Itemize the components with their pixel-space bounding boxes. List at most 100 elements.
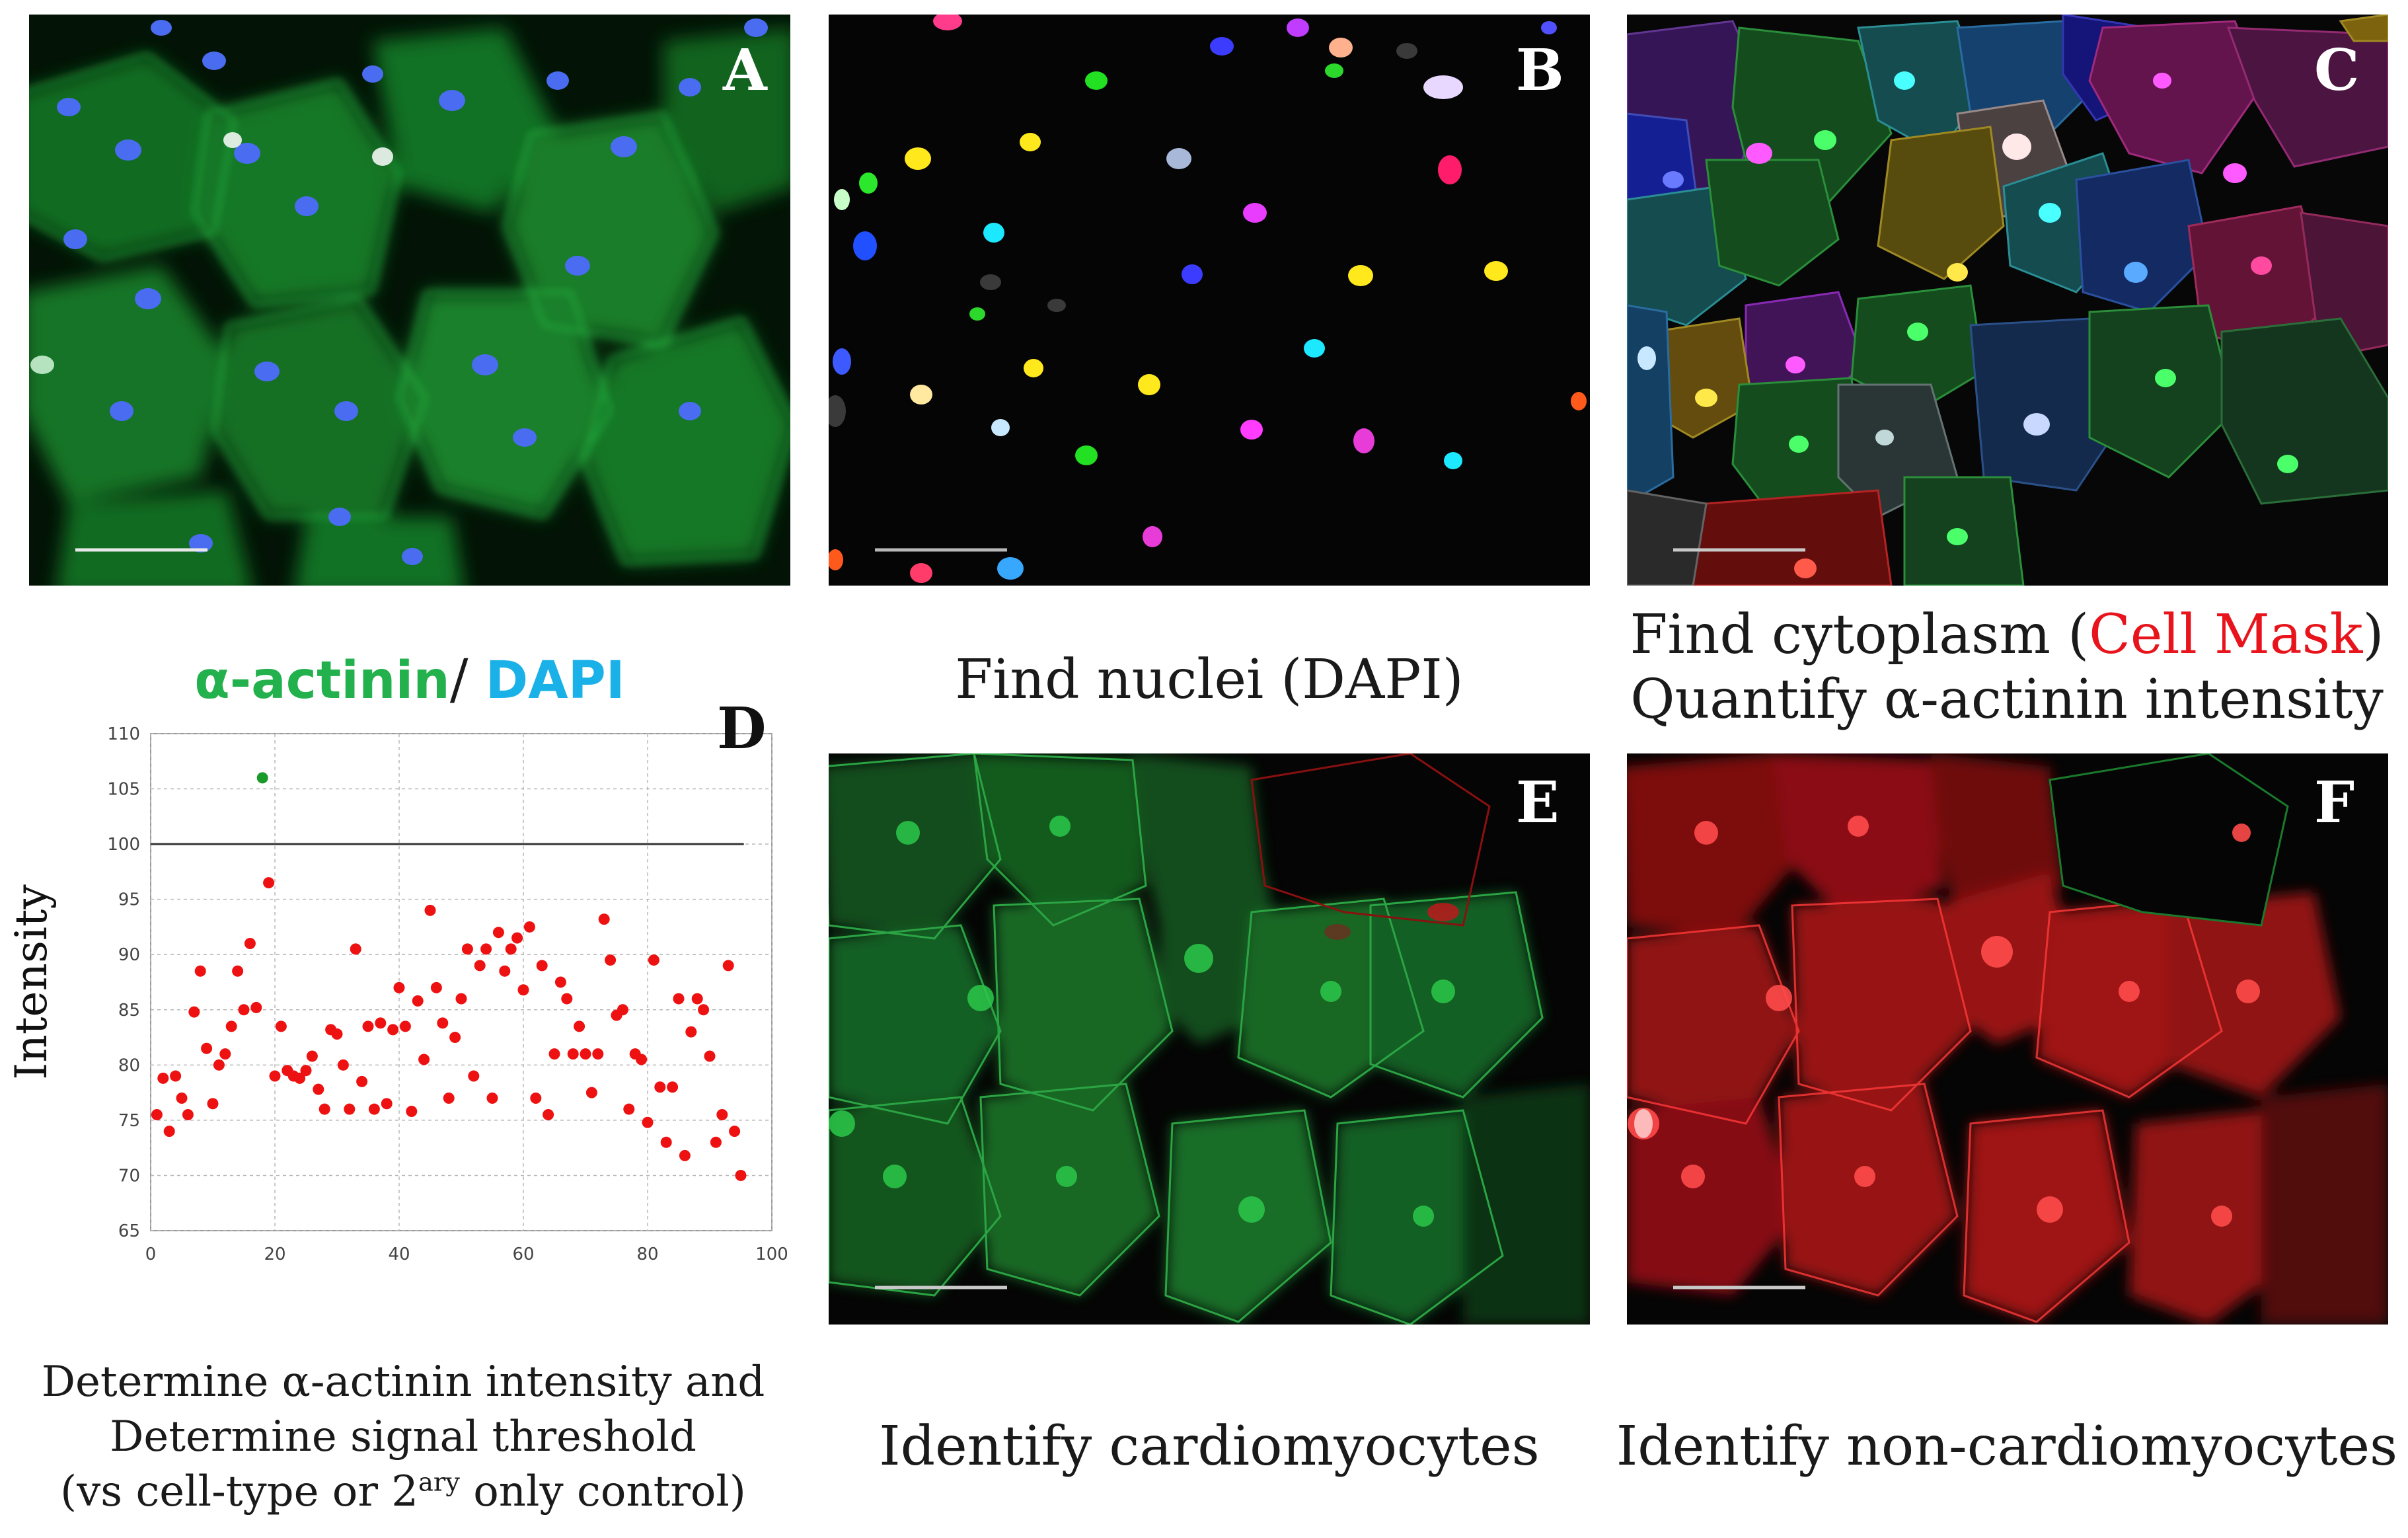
intensity-scatter-chart: 0 20 40 60 80 100 65 70 75 80 85 90 95 100 105 110 Inten… — [6, 724, 788, 1264]
data-point — [710, 1136, 722, 1148]
data-point — [269, 1070, 281, 1082]
y-tick-label: 75 — [118, 1111, 140, 1131]
data-point — [356, 1075, 368, 1087]
y-tick-label: 95 — [118, 890, 140, 910]
caption-d-line2: Determine signal threshold — [110, 1412, 696, 1462]
data-point — [636, 1054, 648, 1065]
data-point — [554, 976, 566, 988]
data-point — [406, 1106, 418, 1118]
data-point — [585, 1087, 597, 1098]
data-point — [250, 1001, 262, 1013]
data-point — [449, 1032, 461, 1044]
data-point — [468, 1070, 480, 1082]
panel-letter-d: D — [717, 701, 767, 762]
data-point — [530, 1092, 542, 1104]
data-point — [337, 1059, 349, 1071]
micrograph-f: F — [1627, 753, 2388, 1325]
caption-c-line1: Find cytoplasm (Cell Mask) — [1606, 603, 2408, 668]
caption-d-line3: (vs cell-type or 2ary only control) — [20, 1465, 786, 1519]
data-point — [194, 965, 206, 977]
data-point — [375, 1017, 387, 1029]
y-axis-label: Intensity — [6, 884, 57, 1080]
data-point — [362, 1020, 374, 1032]
caption-d-line3-post: only control) — [459, 1467, 746, 1517]
x-tick-label: 80 — [636, 1245, 658, 1264]
data-point — [412, 995, 424, 1007]
micrograph-c: C — [1627, 15, 2388, 586]
data-point — [300, 1065, 312, 1077]
data-point — [660, 1136, 672, 1148]
data-point — [368, 1103, 380, 1115]
data-point — [536, 960, 548, 972]
data-point — [561, 993, 573, 1005]
micrograph-a: A — [29, 15, 790, 586]
data-point — [294, 1072, 306, 1084]
plot-area — [150, 733, 772, 1231]
data-point — [499, 965, 511, 977]
x-tick-label: 0 — [145, 1245, 157, 1264]
data-point — [505, 943, 517, 955]
data-point — [574, 1020, 585, 1032]
x-tick-label: 100 — [755, 1245, 788, 1264]
caption-c: Find cytoplasm (Cell Mask) Quantify α-ac… — [1606, 603, 2408, 733]
data-point — [424, 904, 436, 916]
x-tick-label: 40 — [388, 1245, 410, 1264]
data-point — [543, 1109, 554, 1121]
data-point — [567, 1048, 579, 1060]
data-point — [654, 1081, 666, 1093]
data-point — [225, 1020, 237, 1032]
data-point — [648, 954, 659, 966]
data-point — [605, 954, 617, 966]
caption-a-actinin: α-actinin — [194, 651, 450, 711]
data-point — [331, 1028, 343, 1040]
y-tick-label: 70 — [118, 1166, 140, 1186]
data-point — [399, 1020, 411, 1032]
data-point — [238, 1004, 250, 1016]
data-point — [455, 993, 467, 1005]
data-point — [182, 1109, 194, 1121]
data-point — [151, 1109, 163, 1121]
caption-b: Find nuclei (DAPI) — [955, 648, 1464, 711]
data-point — [617, 1004, 628, 1016]
data-point — [219, 1048, 231, 1060]
data-point — [691, 993, 703, 1005]
caption-e: Identify cardiomyocytes — [879, 1415, 1540, 1478]
data-point — [213, 1059, 225, 1071]
panel-letter-f: F — [2314, 769, 2355, 836]
caption-d-line3-pre: (vs cell-type or 2 — [60, 1467, 418, 1517]
data-point — [157, 1072, 169, 1084]
data-point — [207, 1098, 219, 1110]
data-point — [704, 1050, 716, 1062]
data-point — [244, 938, 256, 950]
data-point — [548, 1048, 560, 1060]
data-point — [275, 1020, 287, 1032]
data-point — [188, 1006, 200, 1018]
data-point — [598, 913, 610, 925]
x-tick-label: 60 — [512, 1245, 534, 1264]
panel-letter-e: E — [1516, 769, 1560, 836]
panel-letter-b: B — [1516, 37, 1564, 104]
caption-c-pre: Find cytoplasm ( — [1630, 603, 2089, 666]
data-point — [716, 1109, 728, 1121]
y-tick-label: 110 — [107, 724, 140, 744]
data-point — [443, 1092, 455, 1104]
data-point — [486, 1092, 498, 1104]
chart-panel-d: 0 20 40 60 80 100 65 70 75 80 85 90 95 100 105 110 Inten… — [0, 701, 793, 1309]
data-point — [679, 1149, 691, 1161]
y-tick-label: 100 — [107, 835, 140, 855]
caption-d-line3-sup: ary — [418, 1468, 460, 1498]
micrograph-e: E — [829, 753, 1590, 1325]
caption-d-line1: Determine α-actinin intensity and — [41, 1358, 765, 1406]
y-tick-label: 65 — [118, 1221, 140, 1241]
data-point — [381, 1098, 393, 1110]
data-point — [642, 1116, 654, 1128]
data-point — [393, 981, 405, 993]
data-point — [350, 943, 361, 955]
data-point — [698, 1004, 710, 1016]
x-tick-label: 20 — [264, 1245, 285, 1264]
data-point — [430, 981, 442, 993]
data-point — [735, 1169, 747, 1181]
data-point — [344, 1103, 356, 1115]
caption-a: α-actinin/ DAPI — [29, 648, 790, 712]
data-point — [201, 1042, 213, 1054]
